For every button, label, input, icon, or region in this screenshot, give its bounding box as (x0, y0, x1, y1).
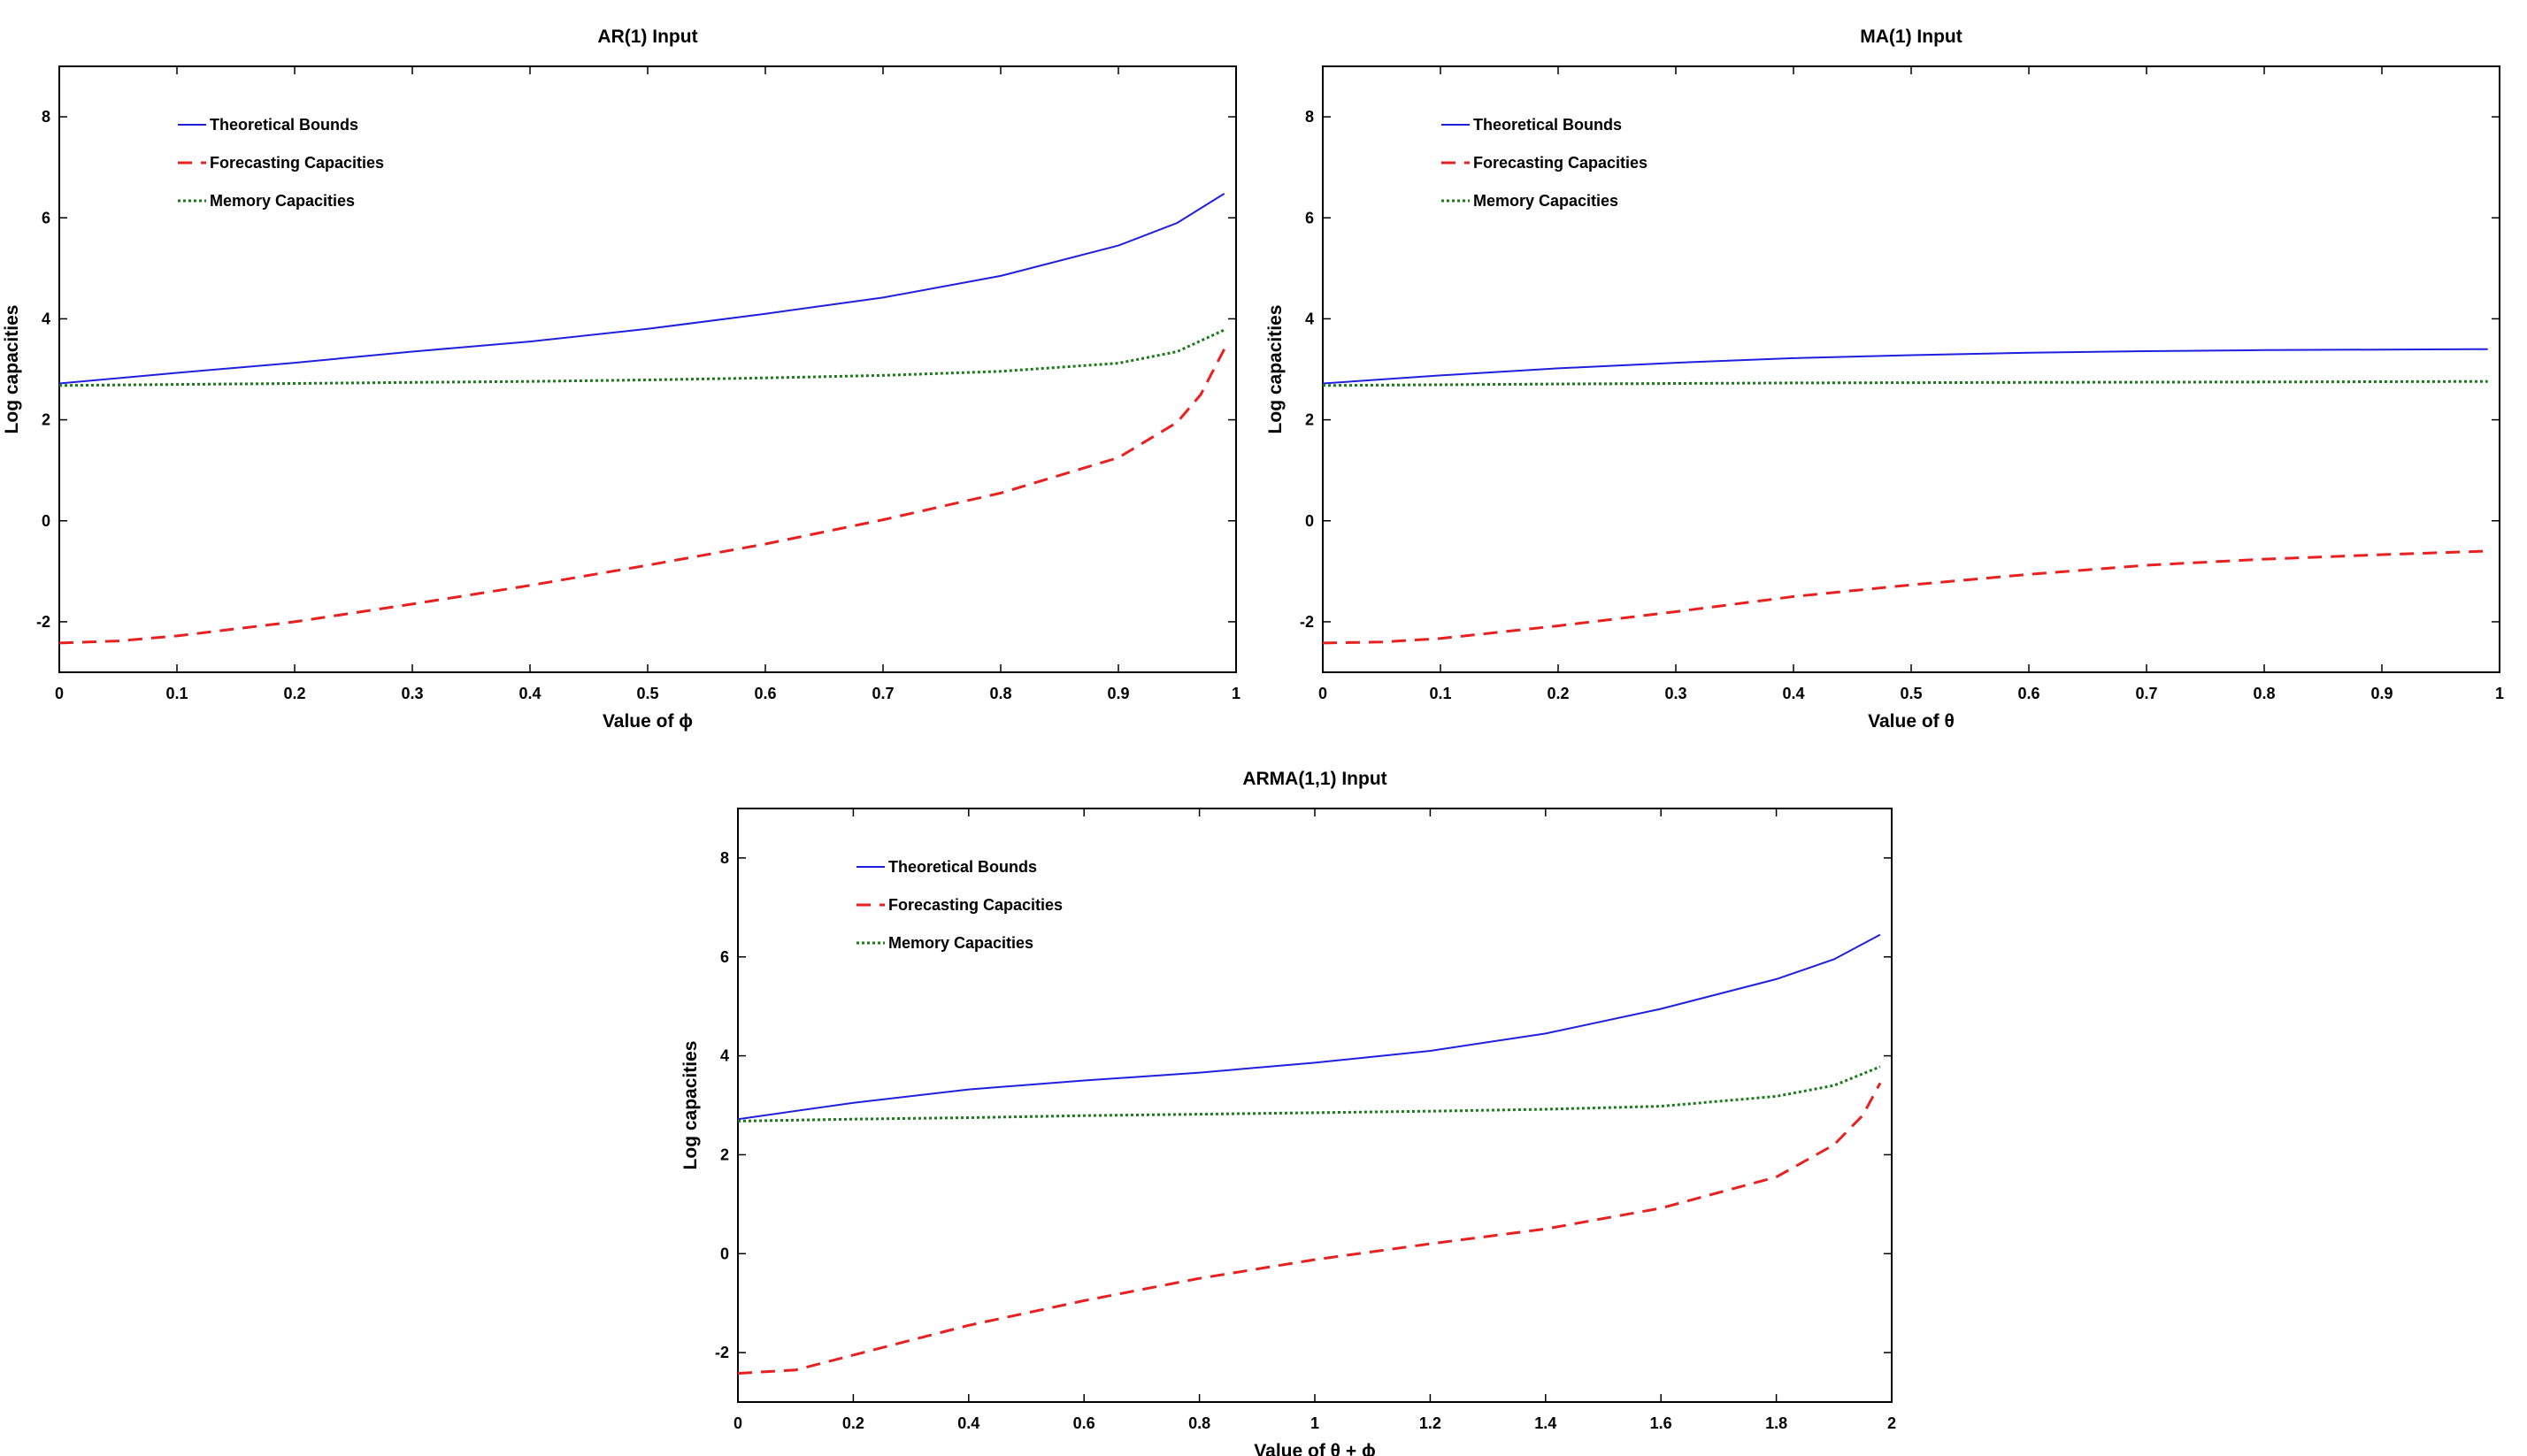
chart1-ytick-label: 6 (42, 209, 50, 226)
chart1-xtick-label: 0.9 (1107, 685, 1129, 702)
chart3-xtick-label: 1.2 (1419, 1414, 1441, 1432)
chart1-legend-label: Theoretical Bounds (210, 116, 358, 134)
chart3-ytick-label: 8 (720, 849, 729, 867)
chart1-xtick-label: 0.7 (872, 685, 894, 702)
chart1-panel: AR(1) Input 0 0.1 0.2 0.3 0.4 0.5 0.6 0.7 0.8 0.9 1… (2, 27, 1240, 732)
chart2-ytick-label: 2 (1305, 411, 1314, 429)
chart3-xtick-label: 1.8 (1765, 1414, 1787, 1432)
chart2-xtick-label: 0.3 (1664, 685, 1686, 702)
chart1-xlabel: Value of ϕ (603, 711, 693, 732)
chart3-xtick-label: 2 (1887, 1414, 1896, 1432)
chart3-xlabel: Value of θ + ϕ (1254, 1441, 1375, 1456)
chart2-ytick-label: 6 (1305, 209, 1314, 226)
chart3-series-memory-capacities (738, 1065, 1881, 1123)
chart3-legend-label: Forecasting Capacities (888, 896, 1063, 914)
chart2-panel: MA(1) Input 0 0.1 0.2 0.3 0.4 0.5 0.6 0.7 0.8 0.9 1… (1265, 27, 2504, 732)
chart1-xtick-label: 0.4 (518, 685, 541, 702)
chart2-legend-label: Memory Capacities (1473, 192, 1618, 210)
chart1-xtick-label: 1 (1232, 685, 1240, 702)
chart2-xtick-label: 0.6 (2017, 685, 2039, 702)
chart3-xtick-label: 0.2 (842, 1414, 864, 1432)
chart3-panel: ARMA(1,1) Input 0 0.2 0.4 0.6 0.8 1 1.2 1.4 1.6 1.… (680, 769, 1896, 1456)
chart1-xtick-label: 0.8 (989, 685, 1011, 702)
chart1-series-memory-capacities (59, 328, 1225, 387)
chart2-xtick-label: 0.2 (1547, 685, 1569, 702)
chart2-ytick-label: 0 (1305, 512, 1314, 530)
chart3-xtick-label: 1.4 (1534, 1414, 1556, 1432)
chart1-series-forecasting-capacities (59, 349, 1226, 645)
chart1-legend-label: Forecasting Capacities (210, 154, 384, 172)
chart3-ytick-label: 2 (720, 1146, 729, 1163)
chart2-series-memory-capacities (1323, 379, 2488, 387)
chart3-legend-label: Memory Capacities (888, 934, 1033, 952)
chart3-xtick-label: 0.6 (1073, 1414, 1095, 1432)
chart1-xtick-label: 0 (55, 685, 64, 702)
chart2-xtick-label: 0.5 (1900, 685, 1922, 702)
chart3-xtick-label: 1.6 (1650, 1414, 1672, 1432)
chart3-ytick-label: 0 (720, 1245, 729, 1262)
chart2-xtick-label: 0.8 (2253, 685, 2275, 702)
chart3-xtick-label: 0 (734, 1414, 742, 1432)
chart1-ylabel: Log capacities (2, 305, 22, 434)
chart1-ytick-label: 0 (42, 512, 50, 530)
chart2-xtick-label: 0.7 (2135, 685, 2157, 702)
chart2-ytick-label: -2 (1300, 613, 1314, 631)
chart2-xtick-label: 0.1 (1429, 685, 1451, 702)
chart1-series-theoretical-bounds (59, 193, 1225, 385)
chart3-xtick-label: 0.4 (957, 1414, 979, 1432)
chart2-ylabel: Log capacities (1265, 305, 1286, 434)
chart3-ylabel: Log capacities (680, 1041, 701, 1170)
chart3-title: ARMA(1,1) Input (1242, 769, 1386, 789)
chart1-xtick-label: 0.3 (401, 685, 423, 702)
chart3-series-theoretical-bounds (738, 933, 1881, 1121)
chart3-ytick-label: 4 (720, 1047, 729, 1065)
chart3-xtick-label: 1 (1310, 1414, 1319, 1432)
chart2-xtick-label: 1 (2495, 685, 2504, 702)
chart2-ytick-label: 8 (1305, 108, 1314, 126)
chart2-xlabel: Value of θ (1868, 711, 1955, 732)
chart1-ytick-label: 2 (42, 411, 50, 429)
chart1-title: AR(1) Input (597, 27, 697, 47)
chart2-series-theoretical-bounds (1323, 348, 2488, 385)
chart2-ytick-label: 4 (1305, 310, 1314, 327)
chart1-legend-label: Memory Capacities (210, 192, 355, 210)
chart1-ytick-label: -2 (36, 613, 50, 631)
chart2-legend-label: Theoretical Bounds (1473, 116, 1622, 134)
chart1-ytick-label: 4 (42, 310, 50, 327)
chart2-xtick-label: 0.4 (1782, 685, 1804, 702)
chart1-xtick-label: 0.5 (636, 685, 658, 702)
chart2-xtick-label: 0 (1318, 685, 1327, 702)
chart1-xtick-label: 0.6 (754, 685, 776, 702)
chart3-series-forecasting-capacities (738, 1082, 1882, 1376)
chart3-legend-label: Theoretical Bounds (888, 858, 1037, 876)
chart2-title: MA(1) Input (1860, 27, 1962, 47)
chart3-ytick-label: 6 (720, 948, 729, 966)
chart1-ytick-label: 8 (42, 108, 50, 126)
chart1-xtick-label: 0.1 (165, 685, 188, 702)
chart2-series-forecasting-capacities (1323, 549, 2488, 645)
chart1-xtick-label: 0.2 (283, 685, 305, 702)
chart2-xtick-label: 0.9 (2370, 685, 2393, 702)
chart2-legend-label: Forecasting Capacities (1473, 154, 1648, 172)
chart3-xtick-label: 0.8 (1188, 1414, 1210, 1432)
chart3-ytick-label: -2 (715, 1344, 729, 1361)
